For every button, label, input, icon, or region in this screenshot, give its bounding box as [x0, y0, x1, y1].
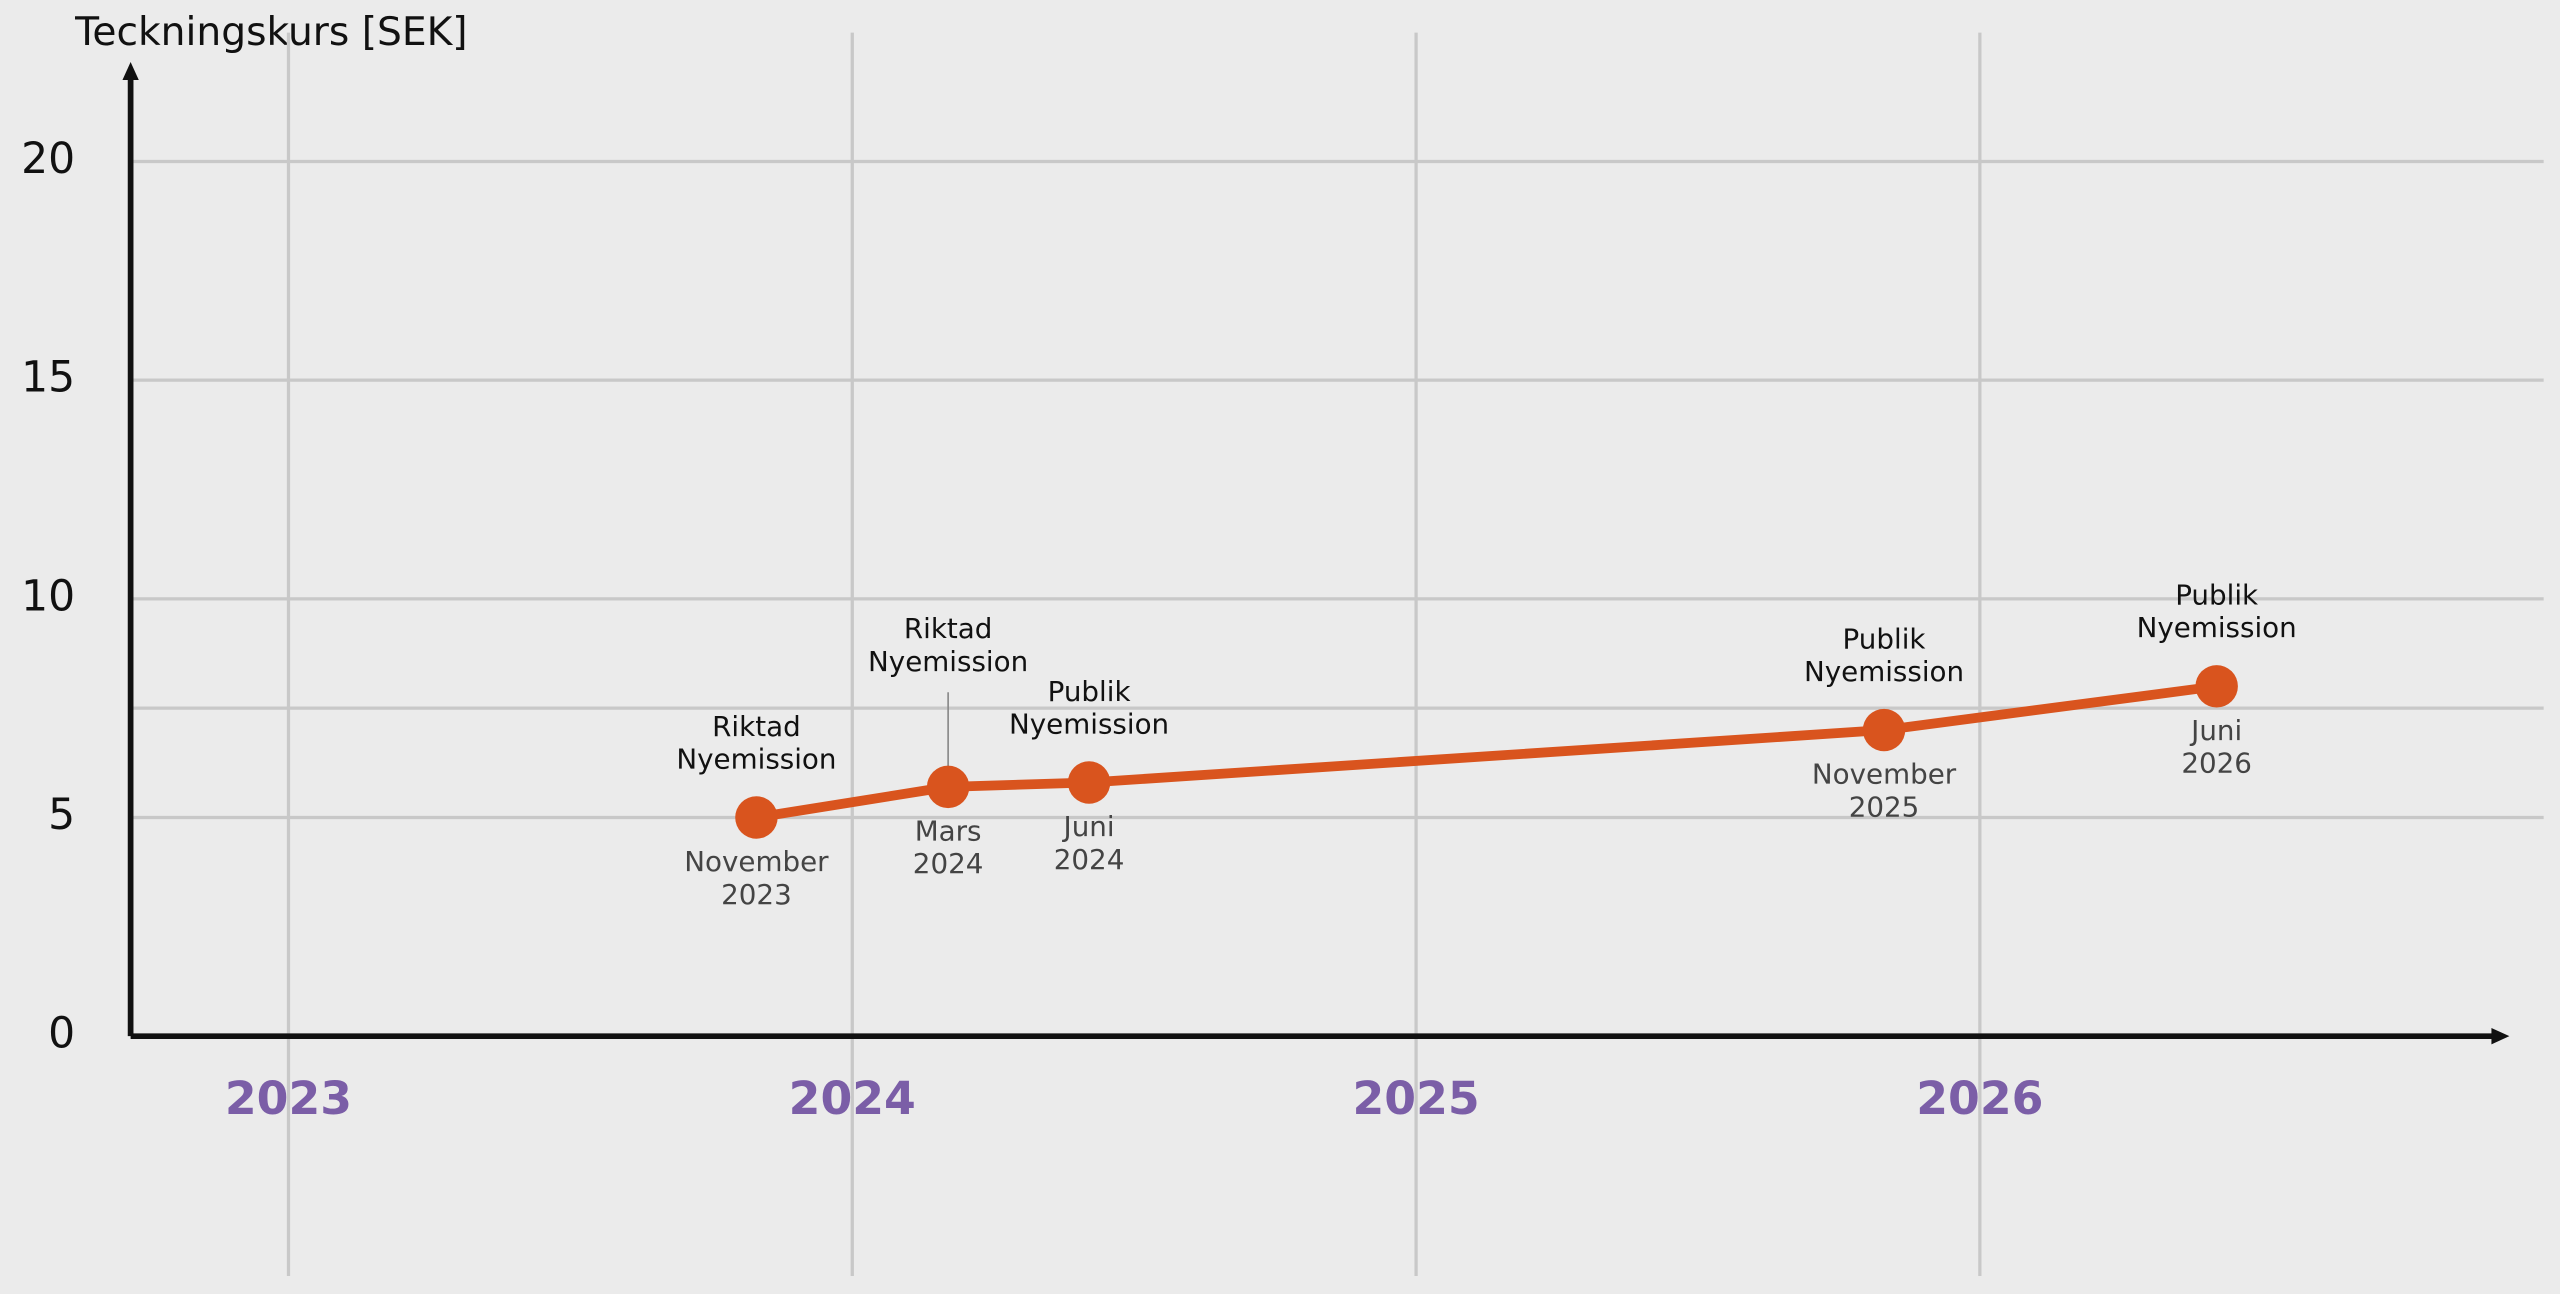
date-label: November: [684, 845, 829, 878]
event-label: Publik: [1048, 675, 1131, 708]
date-label: 2024: [1054, 843, 1125, 876]
data-point: [926, 765, 970, 809]
x-axis-arrow: [2491, 1028, 2510, 1045]
data-point: [735, 796, 778, 839]
event-label: Riktad: [904, 612, 993, 645]
event-label: Riktad: [712, 710, 801, 743]
y-tick-label: 5: [48, 791, 75, 840]
date-label: 2023: [721, 878, 792, 911]
date-label: 2026: [2181, 747, 2252, 780]
data-point: [2195, 665, 2238, 708]
date-label: 2025: [1849, 790, 1920, 823]
date-label: Mars: [915, 815, 982, 848]
event-label: Nyemission: [868, 645, 1028, 678]
y-tick-label: 15: [21, 354, 75, 403]
date-label: November: [1812, 758, 1957, 791]
event-label: Publik: [2175, 579, 2258, 612]
event-label: Nyemission: [1804, 655, 1964, 688]
event-label: Nyemission: [1009, 707, 1169, 740]
y-tick-label: 10: [21, 572, 75, 621]
event-label: Publik: [1843, 622, 1926, 655]
x-tick-label: 2024: [789, 1072, 916, 1125]
date-label: Juni: [1062, 810, 1115, 843]
date-label: Juni: [2189, 714, 2242, 747]
y-axis-arrow: [122, 62, 139, 80]
y-tick-label: 20: [21, 135, 75, 184]
y-tick-label: 0: [48, 1010, 75, 1059]
data-point: [1067, 761, 1111, 804]
x-tick-label: 2026: [1916, 1072, 2043, 1125]
x-tick-label: 2023: [225, 1072, 352, 1125]
date-label: 2024: [913, 847, 984, 880]
event-label: Nyemission: [2137, 611, 2297, 644]
y-axis-title: Teckningskurs [SEK]: [74, 10, 467, 55]
data-point: [1862, 708, 1906, 752]
event-label: Nyemission: [676, 742, 836, 775]
x-tick-label: 2025: [1352, 1072, 1479, 1125]
